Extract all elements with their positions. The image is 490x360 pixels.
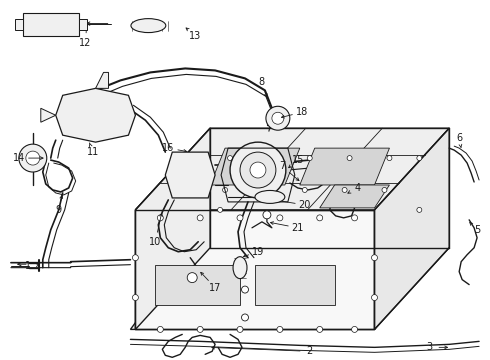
Circle shape <box>19 144 47 172</box>
Circle shape <box>371 294 377 301</box>
Text: 11: 11 <box>86 147 98 157</box>
Circle shape <box>53 21 59 27</box>
Circle shape <box>242 286 248 293</box>
Circle shape <box>272 112 284 124</box>
Text: 15: 15 <box>292 155 304 165</box>
Circle shape <box>222 188 227 193</box>
Text: 16: 16 <box>162 143 174 153</box>
Circle shape <box>33 21 39 27</box>
Circle shape <box>263 188 268 193</box>
Circle shape <box>132 255 138 261</box>
Text: 2: 2 <box>307 346 313 356</box>
Polygon shape <box>165 152 215 198</box>
Circle shape <box>230 142 286 198</box>
Circle shape <box>86 105 105 125</box>
Circle shape <box>387 156 392 161</box>
Text: 13: 13 <box>189 31 201 41</box>
Circle shape <box>157 215 163 221</box>
Circle shape <box>317 215 323 221</box>
Circle shape <box>352 327 358 332</box>
Circle shape <box>317 327 323 332</box>
Circle shape <box>263 211 271 219</box>
Circle shape <box>237 215 243 221</box>
Text: 5: 5 <box>474 225 480 235</box>
Text: 12: 12 <box>79 37 92 48</box>
Circle shape <box>242 314 248 321</box>
Circle shape <box>417 156 422 161</box>
Circle shape <box>197 327 203 332</box>
Circle shape <box>268 156 272 161</box>
Circle shape <box>180 165 200 185</box>
Circle shape <box>352 215 358 221</box>
Polygon shape <box>155 265 240 305</box>
Text: 18: 18 <box>295 107 308 117</box>
Circle shape <box>347 156 352 161</box>
Text: 6: 6 <box>456 133 462 143</box>
Ellipse shape <box>131 19 166 32</box>
Polygon shape <box>300 148 390 185</box>
Polygon shape <box>374 128 449 329</box>
Circle shape <box>417 207 422 212</box>
Polygon shape <box>135 210 374 329</box>
Circle shape <box>240 152 276 188</box>
Polygon shape <box>15 19 23 30</box>
Text: 14: 14 <box>13 153 25 163</box>
Circle shape <box>77 97 114 133</box>
Polygon shape <box>210 148 300 185</box>
Polygon shape <box>135 128 449 210</box>
Text: 19: 19 <box>252 247 264 257</box>
Text: 3: 3 <box>426 342 432 352</box>
Polygon shape <box>78 19 87 30</box>
Polygon shape <box>96 72 108 88</box>
Circle shape <box>250 162 266 178</box>
Polygon shape <box>255 265 335 305</box>
Text: 1: 1 <box>25 261 31 271</box>
Circle shape <box>187 273 197 283</box>
Polygon shape <box>23 13 78 36</box>
Circle shape <box>26 151 40 165</box>
Ellipse shape <box>233 257 247 279</box>
Text: 9: 9 <box>56 205 62 215</box>
Circle shape <box>227 156 233 161</box>
Circle shape <box>342 188 347 193</box>
Text: 20: 20 <box>298 200 311 210</box>
Text: 17: 17 <box>209 283 221 293</box>
Circle shape <box>218 207 222 212</box>
Circle shape <box>266 106 290 130</box>
Text: 21: 21 <box>292 223 304 233</box>
Circle shape <box>382 188 387 193</box>
Polygon shape <box>56 88 135 142</box>
Circle shape <box>277 327 283 332</box>
Text: 4: 4 <box>354 183 361 193</box>
Circle shape <box>132 294 138 301</box>
Polygon shape <box>319 185 390 208</box>
Polygon shape <box>130 255 429 329</box>
Text: 7: 7 <box>279 161 285 171</box>
Ellipse shape <box>255 190 285 203</box>
Circle shape <box>302 188 307 193</box>
Circle shape <box>237 327 243 332</box>
Polygon shape <box>135 128 210 329</box>
Text: 10: 10 <box>149 237 162 247</box>
Circle shape <box>157 327 163 332</box>
Circle shape <box>277 215 283 221</box>
Text: 8: 8 <box>259 77 265 87</box>
Circle shape <box>307 156 312 161</box>
Polygon shape <box>41 108 56 122</box>
Circle shape <box>197 215 203 221</box>
Circle shape <box>371 255 377 261</box>
